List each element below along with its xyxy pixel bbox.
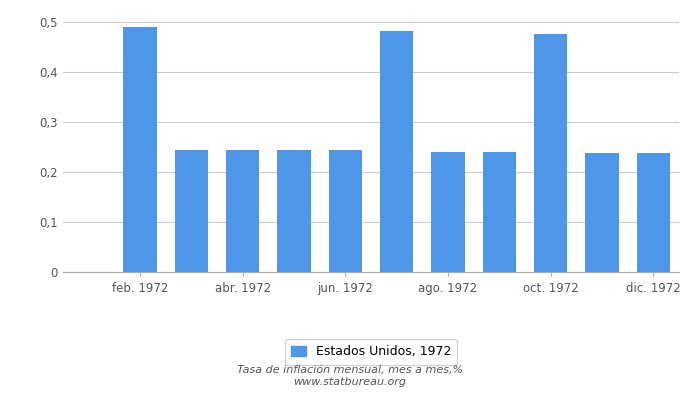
Bar — [380, 30, 413, 272]
Bar — [123, 26, 157, 272]
Bar — [637, 153, 670, 272]
Bar — [329, 150, 362, 272]
Text: www.statbureau.org: www.statbureau.org — [293, 377, 407, 387]
Bar — [431, 152, 465, 272]
Bar — [534, 34, 567, 272]
Legend: Estados Unidos, 1972: Estados Unidos, 1972 — [285, 339, 457, 364]
Bar — [585, 153, 619, 272]
Text: Tasa de inflación mensual, mes a mes,%: Tasa de inflación mensual, mes a mes,% — [237, 365, 463, 375]
Bar — [277, 150, 311, 272]
Bar — [483, 152, 516, 272]
Bar — [174, 150, 208, 272]
Bar — [226, 150, 259, 272]
